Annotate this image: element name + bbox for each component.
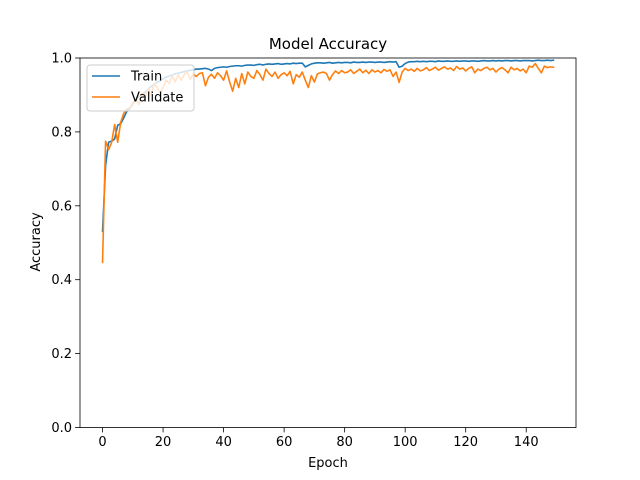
y-ticks: 0.0 0.2 0.4 0.6 0.8 1.0 (51, 52, 80, 436)
y-tick-label: 0.2 (51, 347, 72, 362)
x-tick-label: 80 (336, 435, 353, 450)
x-tick-label: 20 (155, 435, 172, 450)
y-tick-label: 0.6 (51, 199, 72, 214)
legend: Train Validate (86, 64, 195, 112)
y-axis-label: Accuracy (29, 212, 44, 272)
plot-frame (79, 57, 577, 428)
legend-label-validate: Validate (131, 91, 183, 106)
y-tick-label: 0.8 (51, 125, 72, 140)
legend-label-train: Train (130, 70, 162, 85)
x-tick-label: 140 (514, 435, 539, 450)
chart-title: Model Accuracy (269, 35, 387, 53)
x-axis-label: Epoch (308, 456, 348, 471)
x-tick-label: 120 (453, 435, 478, 450)
x-tick-label: 60 (276, 435, 293, 450)
y-tick-label: 0.0 (51, 421, 72, 436)
x-tick-label: 100 (393, 435, 418, 450)
x-tick-label: 40 (215, 435, 232, 450)
y-tick-label: 0.4 (51, 273, 72, 288)
x-tick-label: 0 (98, 435, 106, 450)
x-ticks: 0 20 40 60 80 100 120 140 (98, 427, 539, 450)
y-tick-label: 1.0 (51, 52, 72, 67)
